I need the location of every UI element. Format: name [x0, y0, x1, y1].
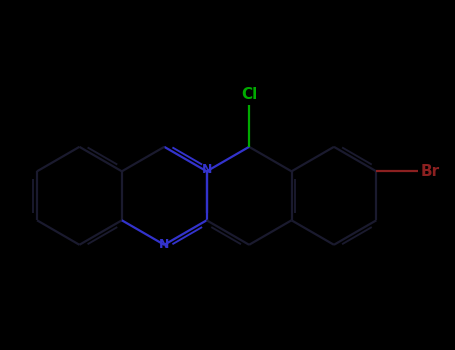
Text: Cl: Cl: [241, 87, 257, 101]
Text: N: N: [202, 163, 212, 176]
Text: N: N: [159, 238, 169, 251]
Text: Br: Br: [421, 164, 440, 179]
